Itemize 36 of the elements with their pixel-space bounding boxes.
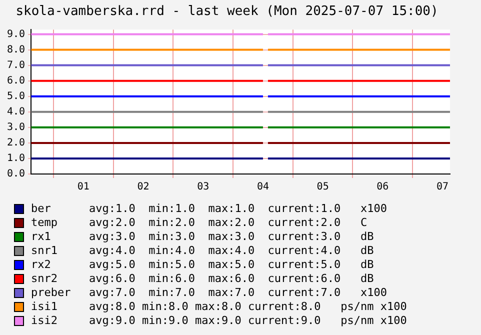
text: avg:2.0 min:2.0 max:2.0 current:2.0 C	[89, 216, 368, 230]
legend-label: rx1	[31, 230, 52, 244]
text: avg:7.0 min:7.0 max:7.0 current:7.0 x100	[89, 286, 388, 300]
legend-label: isi1	[31, 300, 58, 314]
y-tick-label: 5.0	[7, 90, 26, 102]
y-tick-label: 3.0	[7, 122, 26, 134]
y-tick-label: 7.0	[7, 60, 26, 71]
text: avg:4.0 min:4.0 max:4.0 current:4.0 dB	[89, 244, 374, 258]
text: avg:6.0 min:6.0 max:6.0 current:6.0 dB	[89, 272, 374, 286]
y-tick-label: 9.0	[7, 28, 26, 40]
x-tick-label: 03	[197, 182, 210, 193]
x-tick-label: 05	[316, 182, 329, 193]
text: avg:5.0 min:5.0 max:5.0 current:5.0 dB	[89, 258, 374, 272]
y-tick-label: 2.0	[7, 138, 26, 149]
x-tick-label: 07	[436, 182, 449, 193]
y-tick-label: 8.0	[7, 44, 26, 56]
legend-label: ber	[31, 202, 52, 216]
legend-label: snr1	[31, 244, 58, 258]
y-tick-label: 1.0	[7, 153, 26, 164]
legend-label: isi2	[31, 314, 58, 328]
legend-label: rx2	[31, 258, 52, 272]
legend-label: temp	[31, 216, 58, 230]
y-tick-label: 6.0	[7, 75, 26, 86]
chart-title: skola-vamberska.rrd - last week (Mon 2025-07-07 15:00)	[16, 4, 438, 20]
legend-label: preber	[31, 286, 72, 300]
x-tick-label: 06	[376, 182, 389, 193]
text: avg:3.0 min:3.0 max:3.0 current:3.0 dB	[89, 230, 374, 244]
text: avg:1.0 min:1.0 max:1.0 current:1.0 x100	[89, 202, 388, 216]
y-tick-label: 4.0	[7, 106, 26, 118]
text: avg:9.0 min:9.0 max:9.0 current:9.0 ps/nm x100	[89, 314, 407, 328]
legend-label: snr2	[31, 272, 58, 286]
x-tick-label: 01	[77, 182, 90, 193]
x-tick-label: 02	[137, 182, 150, 193]
x-tick-label: 04	[256, 182, 269, 193]
text: avg:8.0 min:8.0 max:8.0 current:8.0 ps/nm x100	[89, 300, 407, 314]
y-tick-label: 0.0	[7, 168, 26, 180]
